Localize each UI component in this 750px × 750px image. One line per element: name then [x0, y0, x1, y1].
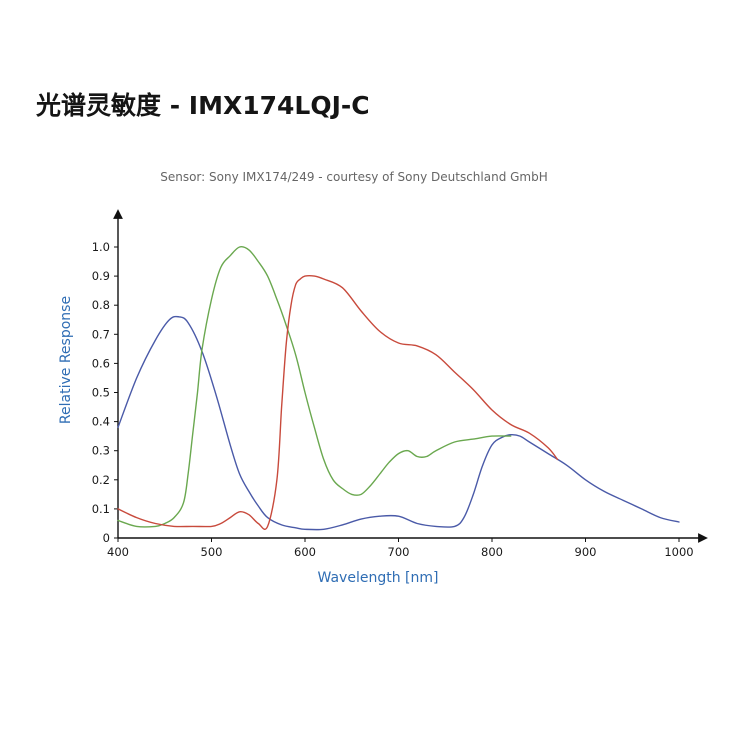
x-tick-label: 400 — [107, 545, 129, 559]
x-tick-label: 600 — [294, 545, 316, 559]
chart-subtitle: Sensor: Sony IMX174/249 - courtesy of So… — [160, 170, 548, 184]
y-tick-label: 0.6 — [92, 356, 110, 370]
y-tick-label: 0.1 — [92, 502, 110, 516]
y-tick-label: 0.7 — [92, 327, 110, 341]
y-tick-label: 1.0 — [92, 240, 110, 254]
x-tick-label: 1000 — [664, 545, 693, 559]
y-tick-label: 0.3 — [92, 444, 110, 458]
chart-axes — [113, 209, 708, 543]
y-tick-label: 0 — [103, 531, 110, 545]
x-axis-title: Wavelength [nm] — [318, 570, 439, 586]
chart-ticks: 400 500 600 700 800 900 1000 0 0.1 0.2 0.3 0.4 0.5 0.… — [92, 240, 694, 559]
chart-series — [117, 245, 680, 531]
y-tick-label: 0.2 — [92, 473, 110, 487]
y-tick-label: 0.9 — [92, 269, 110, 283]
y-axis-title: Relative Response — [58, 296, 74, 424]
series-line-2 — [117, 275, 559, 530]
x-tick-label: 500 — [201, 545, 223, 559]
y-tick-label: 0.5 — [92, 386, 110, 400]
x-tick-label: 700 — [388, 545, 410, 559]
y-tick-label: 0.8 — [92, 298, 110, 312]
y-tick-label: 0.4 — [92, 415, 110, 429]
series-line-1 — [117, 245, 512, 528]
page-title: 光谱灵敏度 - IMX174LQJ-C — [36, 91, 370, 120]
x-tick-label: 800 — [481, 545, 503, 559]
x-tick-label: 900 — [575, 545, 597, 559]
